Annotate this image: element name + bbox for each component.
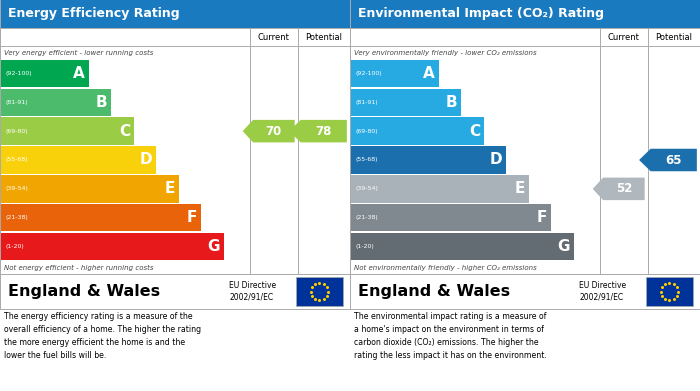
- Text: (1-20): (1-20): [5, 244, 24, 249]
- Bar: [350, 0, 700, 28]
- Bar: [295, 277, 343, 306]
- Text: (92-100): (92-100): [5, 71, 32, 76]
- Text: England & Wales: England & Wales: [358, 284, 510, 299]
- Text: B: B: [446, 95, 457, 110]
- Bar: [350, 233, 574, 260]
- Text: G: G: [557, 239, 570, 254]
- Bar: [0, 0, 350, 274]
- Text: Current: Current: [258, 32, 290, 41]
- Text: (92-100): (92-100): [355, 71, 382, 76]
- Text: Not energy efficient - higher running costs: Not energy efficient - higher running co…: [4, 264, 153, 271]
- Polygon shape: [243, 120, 295, 142]
- Text: EU Directive
2002/91/EC: EU Directive 2002/91/EC: [580, 281, 627, 302]
- Text: 65: 65: [666, 154, 682, 167]
- Bar: [0, 274, 350, 309]
- Text: Potential: Potential: [655, 32, 692, 41]
- Text: E: E: [164, 181, 175, 196]
- Bar: [350, 60, 439, 87]
- Text: (55-68): (55-68): [5, 158, 27, 163]
- Bar: [0, 89, 111, 116]
- Text: (55-68): (55-68): [355, 158, 377, 163]
- Bar: [0, 117, 134, 145]
- Text: Potential: Potential: [305, 32, 342, 41]
- Text: Current: Current: [608, 32, 640, 41]
- Bar: [645, 277, 693, 306]
- Bar: [350, 274, 700, 309]
- Bar: [0, 175, 179, 203]
- Bar: [0, 146, 156, 174]
- Text: G: G: [207, 239, 220, 254]
- Text: (21-38): (21-38): [355, 215, 378, 220]
- Text: A: A: [73, 66, 85, 81]
- Text: 78: 78: [316, 125, 332, 138]
- Bar: [350, 89, 461, 116]
- Text: F: F: [537, 210, 547, 225]
- Bar: [350, 146, 506, 174]
- Text: Environmental Impact (CO₂) Rating: Environmental Impact (CO₂) Rating: [358, 7, 604, 20]
- Text: C: C: [119, 124, 130, 139]
- Text: C: C: [469, 124, 480, 139]
- Text: E: E: [514, 181, 525, 196]
- Bar: [0, 204, 202, 231]
- Bar: [350, 204, 552, 231]
- Text: The energy efficiency rating is a measure of the
overall efficiency of a home. T: The energy efficiency rating is a measur…: [4, 312, 201, 360]
- Bar: [350, 0, 700, 274]
- Text: 52: 52: [616, 182, 632, 196]
- Text: Very energy efficient - lower running costs: Very energy efficient - lower running co…: [4, 49, 153, 56]
- Text: EU Directive
2002/91/EC: EU Directive 2002/91/EC: [230, 281, 276, 302]
- Text: (21-38): (21-38): [5, 215, 28, 220]
- Bar: [350, 28, 700, 274]
- Text: A: A: [423, 66, 435, 81]
- Text: The environmental impact rating is a measure of
a home's impact on the environme: The environmental impact rating is a mea…: [354, 312, 547, 360]
- Text: Energy Efficiency Rating: Energy Efficiency Rating: [8, 7, 180, 20]
- Text: Not environmentally friendly - higher CO₂ emissions: Not environmentally friendly - higher CO…: [354, 264, 537, 271]
- Polygon shape: [593, 178, 645, 200]
- Text: (69-80): (69-80): [355, 129, 377, 134]
- Polygon shape: [289, 120, 347, 142]
- Text: (81-91): (81-91): [355, 100, 377, 105]
- Bar: [0, 60, 89, 87]
- Text: (1-20): (1-20): [355, 244, 374, 249]
- Bar: [0, 28, 350, 274]
- Text: B: B: [96, 95, 107, 110]
- Text: (39-54): (39-54): [5, 187, 28, 191]
- Text: F: F: [187, 210, 197, 225]
- Text: (69-80): (69-80): [5, 129, 27, 134]
- Bar: [0, 0, 350, 28]
- Text: D: D: [140, 152, 153, 167]
- Polygon shape: [639, 149, 697, 171]
- Text: (81-91): (81-91): [5, 100, 27, 105]
- Bar: [350, 117, 484, 145]
- Text: Very environmentally friendly - lower CO₂ emissions: Very environmentally friendly - lower CO…: [354, 49, 537, 56]
- Bar: [0, 233, 224, 260]
- Text: D: D: [490, 152, 503, 167]
- Text: England & Wales: England & Wales: [8, 284, 160, 299]
- Text: (39-54): (39-54): [355, 187, 378, 191]
- Bar: [350, 175, 529, 203]
- Text: 70: 70: [266, 125, 282, 138]
